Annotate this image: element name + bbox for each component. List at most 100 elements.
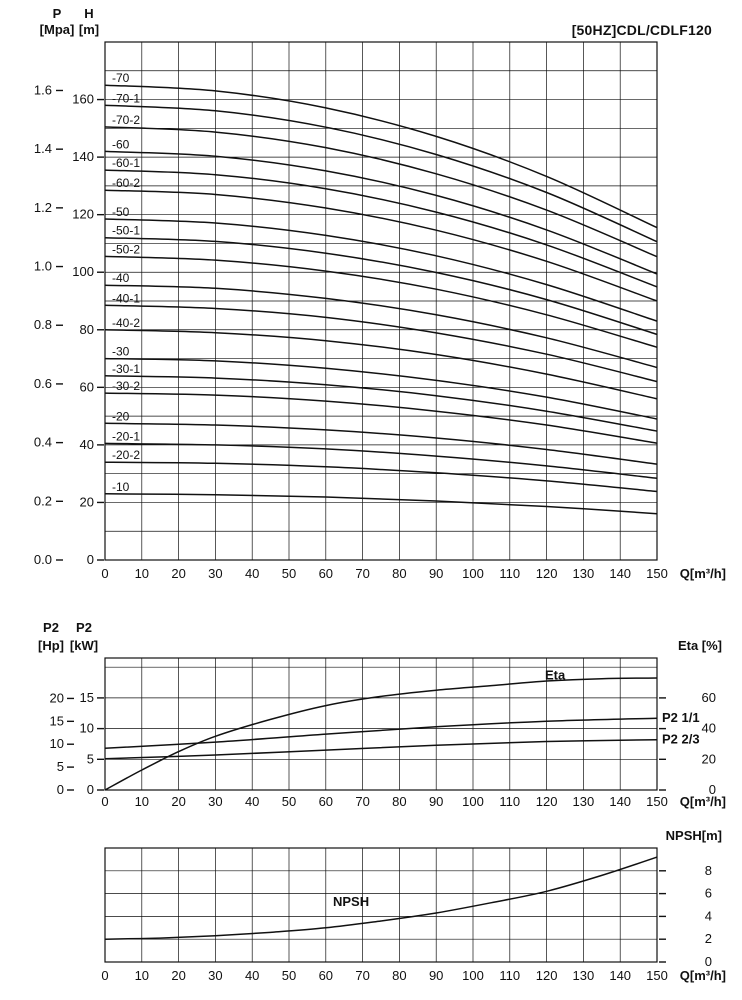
curve-label-50-1: -50-1 [112,224,140,238]
grid [105,658,657,790]
eta-tick-label: 40 [702,721,716,736]
pump-curve-40-1 [104,304,658,383]
x-tick-label: 10 [135,968,149,983]
x-tick-label: 110 [499,794,520,809]
curve-label-40: -40 [112,271,130,285]
pump-curve-70-1 [104,104,658,243]
x-tick-label: 80 [392,566,406,581]
pump-curve-30-1 [104,375,658,432]
x-tick-label: 140 [609,968,631,983]
series-Eta [104,677,658,791]
x-tick-label: 120 [536,566,558,581]
h-tick-label: 160 [72,92,94,107]
x-tick-label: 90 [429,794,443,809]
pump-curve-20-1 [104,442,658,480]
npsh-tick-label: 4 [705,908,712,923]
x-tick-label: 130 [573,566,595,581]
x-tick-label: 0 [101,794,108,809]
p-tick-label: 0.4 [34,435,52,450]
x-tick-label: 10 [135,566,149,581]
eta-tick-label: 0 [709,782,716,797]
hp-tick-label: 15 [50,713,64,728]
h-tick-label: 0 [87,552,94,567]
h-tick-label: 140 [72,149,94,164]
q-axis-label: Q[m³/h] [680,794,726,809]
x-tick-label: 60 [319,794,333,809]
curve-label-50: -50 [112,205,130,219]
x-tick-label: 50 [282,794,296,809]
curve-label-50-2: -50-2 [112,242,140,256]
p-tick-label: 1.2 [34,200,52,215]
kw-tick-label: 15 [80,690,94,705]
x-tick-label: 110 [499,566,520,581]
pump-curve-60 [104,150,658,275]
x-tick-label: 70 [355,968,369,983]
pump-curves [104,84,658,515]
curve-label-30-1: -30-1 [112,362,140,376]
p2-curve-label: P2 1/1 [662,710,700,725]
x-tick-label: 20 [171,566,185,581]
x-tick-label: 140 [609,794,631,809]
curve-label-70-2: -70-2 [112,113,140,127]
curve-label-70-1: -70-1 [112,91,140,105]
p-tick-label: 0.0 [34,552,52,567]
x-tick-label: 30 [208,968,222,983]
pump-curve-50-2 [104,255,658,349]
pump-curve-40 [104,284,658,369]
series-P2 2/3 [104,738,658,760]
x-tick-label: 10 [135,794,149,809]
p-tick-label: 0.6 [34,376,52,391]
head-capacity-chart: P [Mpa] H [m] Q[m³/h] 0 10 20 30 40 50 60 70 80 9… [34,6,726,581]
h-axis-unit: [m] [79,22,99,37]
x-tick-label: 40 [245,968,259,983]
curve-label-70: -70 [112,71,130,85]
series-P2 1/1 [104,717,658,750]
kw-axis-unit: [kW] [70,638,98,653]
p-tick-label: 1.6 [34,82,52,97]
curve-label-20-1: -20-1 [112,429,140,443]
grid [105,42,657,560]
x-tick-label: 100 [462,566,484,581]
eta-axis-label: Eta [%] [678,638,722,653]
curve-label-60: -60 [112,137,130,151]
x-tick-label: 30 [208,794,222,809]
x-tick-label: 80 [392,968,406,983]
hp-tick-label: 0 [57,782,64,797]
pump-curve-30 [104,357,658,420]
pump-curve-70 [104,84,658,229]
h-tick-label: 80 [80,322,94,337]
grid [105,848,657,962]
curve-label-60-1: -60-1 [112,156,140,170]
series-NPSH [104,856,658,940]
x-tick-label: 130 [573,968,595,983]
x-tick-label: 150 [646,968,668,983]
h-tick-label: 60 [80,379,94,394]
pump-curve-60-1 [104,169,658,288]
hp-tick-label: 10 [50,736,64,751]
npsh-axis-label: NPSH[m] [666,828,722,843]
x-tick-label: 100 [462,794,484,809]
power-efficiency-chart: P2 [Hp] P2 [kW] Eta [%] Q[m³/h] 0 10 20 30 4… [38,620,726,809]
h-tick-label: 120 [72,207,94,222]
kw-axis-name: P2 [76,620,92,635]
x-tick-label: 100 [462,968,484,983]
curve-label-20: -20 [112,409,130,423]
p-axis-unit: [Mpa] [40,22,75,37]
npsh-curve-label: NPSH [333,894,369,909]
pump-curve-50 [104,218,658,322]
x-tick-label: 70 [355,566,369,581]
curve-label-20-2: -20-2 [112,448,140,462]
x-tick-label: 150 [646,566,668,581]
pump-curve-70-2 [104,126,658,258]
x-tick-label: 0 [101,566,108,581]
x-tick-label: 140 [609,566,631,581]
p-axis-name: P [53,6,62,21]
p-tick-label: 0.2 [34,493,52,508]
hp-axis-name: P2 [43,620,59,635]
npsh-chart: NPSH[m] Q[m³/h] 0 10 20 30 40 50 60 70 80 90 100 11… [101,828,726,983]
kw-tick-label: 5 [87,751,94,766]
x-tick-label: 20 [171,794,185,809]
eta-curve-label: Eta [545,667,566,682]
npsh-tick-label: 0 [705,954,712,969]
